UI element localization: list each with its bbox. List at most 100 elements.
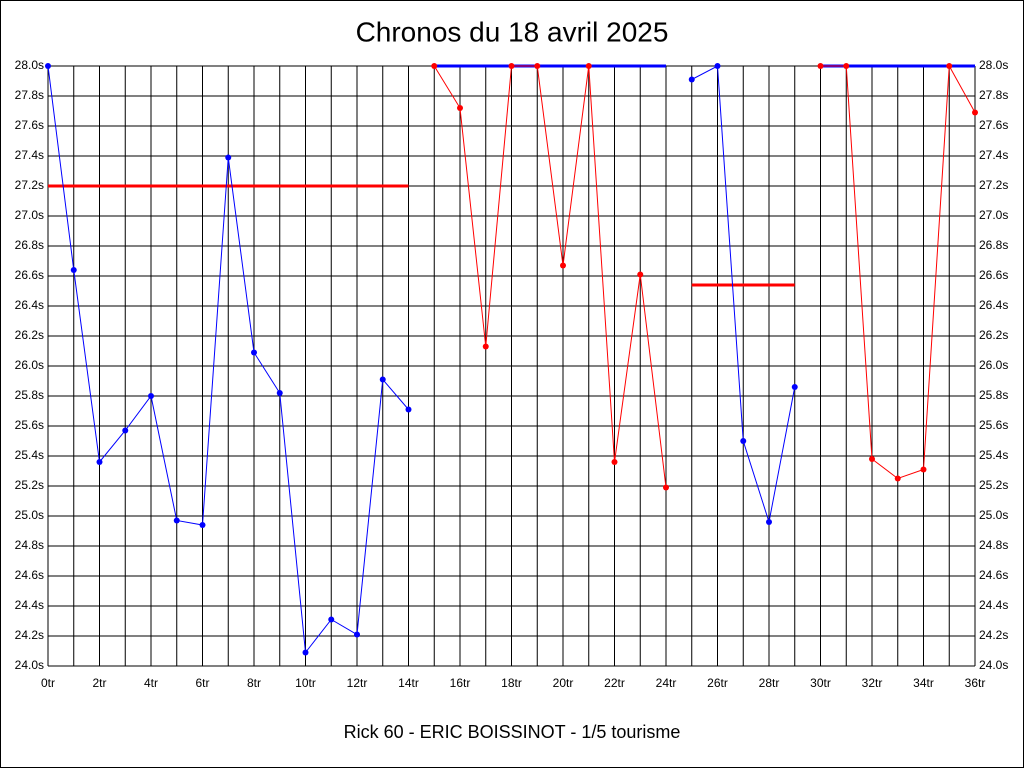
x-tick-label: 36tr <box>965 676 986 690</box>
x-tick-label: 4tr <box>144 676 158 690</box>
point <box>122 427 129 434</box>
point <box>920 466 927 473</box>
x-tick-label: 34tr <box>913 676 934 690</box>
point <box>405 406 412 413</box>
y2-tick-label: 26.6s <box>979 268 1008 282</box>
x-tick-label: 32tr <box>862 676 883 690</box>
x-tick-label: 20tr <box>553 676 574 690</box>
x-tick-label: 14tr <box>398 676 419 690</box>
point <box>585 63 592 69</box>
point <box>148 393 154 399</box>
y-tick-label: 25.4s <box>15 448 44 462</box>
point <box>688 76 695 83</box>
y-tick-label: 24.6s <box>15 568 44 582</box>
point <box>225 154 232 161</box>
x-tick-label: 22tr <box>604 676 625 690</box>
y-tick-label: 25.0s <box>15 508 44 522</box>
y2-tick-label: 25.8s <box>979 388 1008 402</box>
point <box>354 631 360 638</box>
y-tick-label: 27.2s <box>15 178 44 192</box>
x-tick-label: 30tr <box>810 676 831 690</box>
y2-tick-label: 25.6s <box>979 418 1008 432</box>
y-tick-label: 24.0s <box>15 658 44 672</box>
y-tick-label: 25.6s <box>15 418 44 432</box>
point <box>560 262 566 269</box>
point <box>946 63 953 69</box>
y2-tick-label: 26.2s <box>979 328 1008 342</box>
y-tick-label: 27.8s <box>15 88 44 102</box>
point <box>457 105 463 111</box>
y-tick-label: 27.6s <box>15 118 44 132</box>
point <box>199 522 206 528</box>
point <box>843 63 850 69</box>
point <box>379 376 386 383</box>
y-tick-label: 28.0s <box>15 58 44 72</box>
x-tick-label: 6tr <box>195 676 209 690</box>
y-tick-label: 26.0s <box>15 358 44 372</box>
y2-tick-label: 28.0s <box>979 58 1008 72</box>
point <box>328 616 335 623</box>
point <box>534 63 541 69</box>
y-tick-label: 26.8s <box>15 238 44 252</box>
point <box>482 343 489 350</box>
point <box>637 271 644 278</box>
x-tick-label: 12tr <box>347 676 368 690</box>
y2-tick-label: 25.0s <box>979 508 1008 522</box>
y-tick-label: 27.4s <box>15 148 44 162</box>
series-line <box>433 65 667 488</box>
y2-tick-label: 27.6s <box>979 118 1008 132</box>
y2-tick-label: 24.8s <box>979 538 1008 552</box>
y-tick-label: 25.2s <box>15 478 44 492</box>
point <box>894 475 901 482</box>
y2-tick-label: 27.4s <box>979 148 1008 162</box>
y2-tick-label: 24.4s <box>979 598 1008 612</box>
point <box>431 63 438 69</box>
point <box>817 63 824 69</box>
y2-tick-label: 24.2s <box>979 628 1008 642</box>
x-tick-label: 10tr <box>295 676 316 690</box>
point <box>972 109 978 116</box>
x-tick-label: 16tr <box>450 676 471 690</box>
y2-tick-label: 27.8s <box>979 88 1008 102</box>
point <box>173 517 180 524</box>
y-tick-label: 27.0s <box>15 208 44 222</box>
x-tick-label: 28tr <box>759 676 780 690</box>
point <box>45 63 51 69</box>
chart-subtitle: Rick 60 - ERIC BOISSINOT - 1/5 tourisme <box>344 722 681 742</box>
point <box>869 456 875 462</box>
point <box>611 459 618 465</box>
point <box>302 649 309 656</box>
point <box>251 349 257 356</box>
point <box>663 484 669 491</box>
point <box>276 390 283 396</box>
y2-tick-label: 27.0s <box>979 208 1008 222</box>
point <box>70 267 77 273</box>
x-tick-label: 24tr <box>656 676 677 690</box>
y-tick-label: 25.8s <box>15 388 44 402</box>
y2-tick-label: 26.8s <box>979 238 1008 252</box>
point <box>766 519 772 525</box>
y-tick-label: 24.8s <box>15 538 44 552</box>
point <box>96 459 103 465</box>
y2-tick-label: 24.0s <box>979 658 1008 672</box>
x-tick-label: 2tr <box>92 676 106 690</box>
x-tick-label: 0tr <box>41 676 55 690</box>
point <box>714 63 721 69</box>
y-tick-label: 24.4s <box>15 598 44 612</box>
y-tick-label: 24.2s <box>15 628 44 642</box>
y-tick-label: 26.2s <box>15 328 44 342</box>
y2-tick-label: 26.0s <box>979 358 1008 372</box>
y2-tick-label: 27.2s <box>979 178 1008 192</box>
point <box>508 63 515 69</box>
chart-title: Chronos du 18 avril 2025 <box>356 16 669 47</box>
point <box>740 438 747 444</box>
y-tick-label: 26.6s <box>15 268 44 282</box>
y2-tick-label: 26.4s <box>979 298 1008 312</box>
x-tick-label: 26tr <box>707 676 728 690</box>
point <box>791 384 798 390</box>
y2-tick-label: 25.2s <box>979 478 1008 492</box>
y2-tick-label: 25.4s <box>979 448 1008 462</box>
y-tick-label: 26.4s <box>15 298 44 312</box>
x-tick-label: 18tr <box>501 676 522 690</box>
